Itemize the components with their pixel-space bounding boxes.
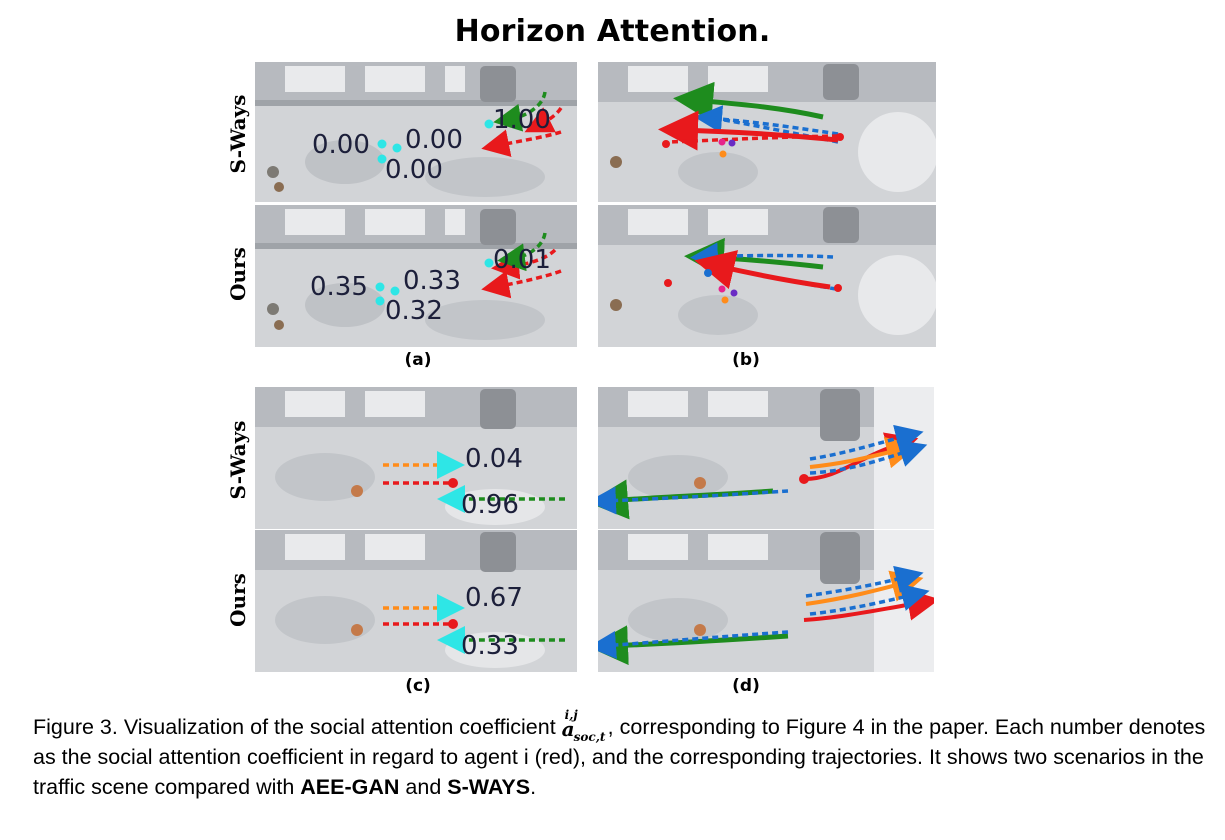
panel-b-sways bbox=[598, 62, 936, 202]
scene-image: 0.67 0.33 bbox=[255, 530, 577, 672]
scene-image: 0.00 0.00 0.00 1.00 bbox=[255, 62, 577, 202]
panel-d-sways bbox=[598, 387, 934, 529]
panel-c-ours: 0.67 0.33 bbox=[255, 530, 577, 672]
row-label-ours-bottom: Ours bbox=[226, 573, 250, 627]
panel-a-ours: 0.35 0.33 0.32 0.01 bbox=[255, 205, 577, 347]
math-subscript: soc,t bbox=[573, 730, 606, 744]
math-superscript: i,j bbox=[564, 708, 578, 722]
attention-value: 0.01 bbox=[493, 245, 551, 275]
attention-value: 0.67 bbox=[465, 583, 523, 613]
panel-b-ours bbox=[598, 205, 936, 347]
attention-value: 0.00 bbox=[385, 155, 443, 185]
attention-value: 0.35 bbox=[310, 272, 368, 302]
scene-image bbox=[598, 62, 936, 202]
scene-image: 0.35 0.33 0.32 0.01 bbox=[255, 205, 577, 347]
sublabel-c: (c) bbox=[405, 676, 431, 696]
caption-text: Figure 3. Visualization of the social at… bbox=[33, 715, 562, 739]
row-label-sways-bottom: S-Ways bbox=[226, 420, 250, 500]
attention-value: 0.04 bbox=[465, 444, 523, 474]
attention-value: 0.33 bbox=[461, 631, 519, 661]
scene-image bbox=[598, 205, 936, 347]
figure-caption: Figure 3. Visualization of the social at… bbox=[33, 708, 1213, 802]
scene-image: 0.04 0.96 bbox=[255, 387, 577, 529]
figure-title: Horizon Attention. bbox=[454, 14, 771, 49]
sublabel-d: (d) bbox=[732, 676, 760, 696]
attention-value: 0.96 bbox=[461, 490, 519, 520]
scene-image bbox=[598, 387, 934, 529]
caption-text: and bbox=[399, 775, 448, 799]
sublabel-b: (b) bbox=[732, 350, 760, 370]
row-label-ours-top: Ours bbox=[226, 247, 250, 301]
attention-value: 1.00 bbox=[493, 105, 551, 135]
row-label-sways-top: S-Ways bbox=[226, 94, 250, 174]
caption-text: . bbox=[530, 775, 537, 799]
caption-bold: S-WAYS bbox=[447, 775, 531, 799]
panel-c-sways: 0.04 0.96 bbox=[255, 387, 577, 529]
panel-a-sways: 0.00 0.00 0.00 1.00 bbox=[255, 62, 577, 202]
math-symbol: a i,j soc,t bbox=[562, 708, 608, 744]
attention-value: 0.00 bbox=[312, 130, 370, 160]
sublabel-a: (a) bbox=[404, 350, 432, 370]
math-base: a bbox=[561, 717, 575, 741]
attention-value: 0.33 bbox=[403, 266, 461, 296]
caption-text: , corresponding to Figure 4 in the paper… bbox=[33, 715, 1206, 799]
attention-value: 0.32 bbox=[385, 296, 443, 326]
scene-image bbox=[598, 530, 934, 672]
panel-d-ours bbox=[598, 530, 934, 672]
attention-value: 0.00 bbox=[405, 125, 463, 155]
caption-bold: AEE-GAN bbox=[300, 775, 400, 799]
